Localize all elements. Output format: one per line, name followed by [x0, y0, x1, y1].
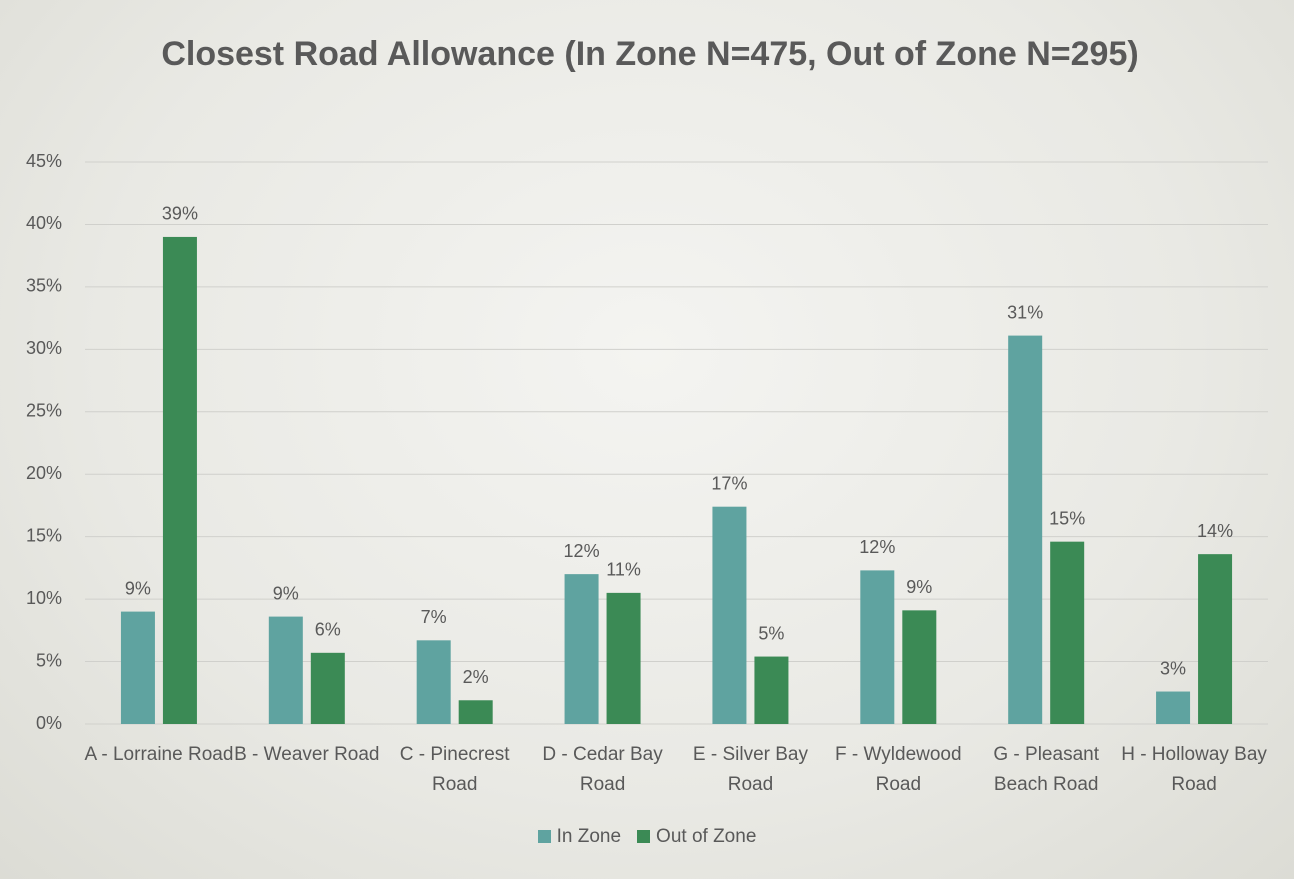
data-label: 12%: [859, 537, 895, 557]
y-tick-label: 5%: [36, 650, 62, 670]
x-tick-label: C - Pinecrest Road: [380, 740, 530, 800]
x-tick-label: A - Lorraine Road: [84, 740, 234, 770]
bar: [417, 640, 451, 724]
data-label: 39%: [162, 204, 198, 224]
y-tick-label: 10%: [26, 588, 62, 608]
bar: [121, 612, 155, 724]
y-tick-label: 45%: [26, 151, 62, 171]
data-label: 5%: [758, 623, 784, 643]
bar: [459, 700, 493, 724]
data-label: 31%: [1007, 302, 1043, 322]
y-tick-label: 35%: [26, 276, 62, 296]
x-tick-label: B - Weaver Road: [232, 740, 382, 770]
data-label: 9%: [125, 578, 151, 598]
chart: 0% 5% 10% 15% 20% 25% 30% 35% 40% 45% 9% 39% 9% 6% 7% 2…: [0, 0, 1294, 879]
y-tick-label: 30%: [26, 338, 62, 358]
bar: [311, 653, 345, 724]
data-label: 9%: [906, 577, 932, 597]
bar: [1008, 336, 1042, 724]
bar: [902, 610, 936, 724]
bar: [860, 570, 894, 724]
bar: [1050, 542, 1084, 724]
chart-title: Closest Road Allowance (In Zone N=475, O…: [150, 30, 1150, 78]
data-label: 14%: [1197, 521, 1233, 541]
legend-item: Out of Zone: [637, 826, 756, 848]
bar: [754, 657, 788, 724]
legend: In Zone Out of Zone: [0, 826, 1294, 848]
x-tick-label: E - Silver Bay Road: [675, 740, 825, 800]
data-label: 7%: [421, 607, 447, 627]
legend-label: In Zone: [557, 826, 621, 847]
legend-label: Out of Zone: [656, 826, 756, 847]
y-tick-label: 20%: [26, 463, 62, 483]
data-label: 2%: [463, 667, 489, 687]
data-label: 9%: [273, 583, 299, 603]
legend-item: In Zone: [538, 826, 621, 848]
x-tick-label: F - Wyldewood Road: [823, 740, 973, 800]
y-tick-label: 15%: [26, 525, 62, 545]
bar: [565, 574, 599, 724]
data-label: 12%: [564, 541, 600, 561]
legend-swatch: [538, 830, 551, 843]
data-label: 11%: [606, 560, 641, 580]
x-tick-label: H - Holloway Bay Road: [1119, 740, 1269, 800]
data-label: 17%: [711, 473, 747, 493]
bar: [712, 507, 746, 724]
x-tick-label: G - Pleasant Beach Road: [971, 740, 1121, 800]
y-tick-label: 40%: [26, 213, 62, 233]
data-label: 3%: [1160, 658, 1186, 678]
bar: [163, 237, 197, 724]
data-label: 6%: [315, 620, 341, 640]
x-tick-label: D - Cedar Bay Road: [528, 740, 678, 800]
bar: [1198, 554, 1232, 724]
y-tick-label: 25%: [26, 401, 62, 421]
y-tick-label: 0%: [36, 713, 62, 733]
bar: [607, 593, 641, 724]
bar: [269, 617, 303, 724]
data-label: 15%: [1049, 508, 1085, 528]
legend-swatch: [637, 830, 650, 843]
bar: [1156, 692, 1190, 724]
